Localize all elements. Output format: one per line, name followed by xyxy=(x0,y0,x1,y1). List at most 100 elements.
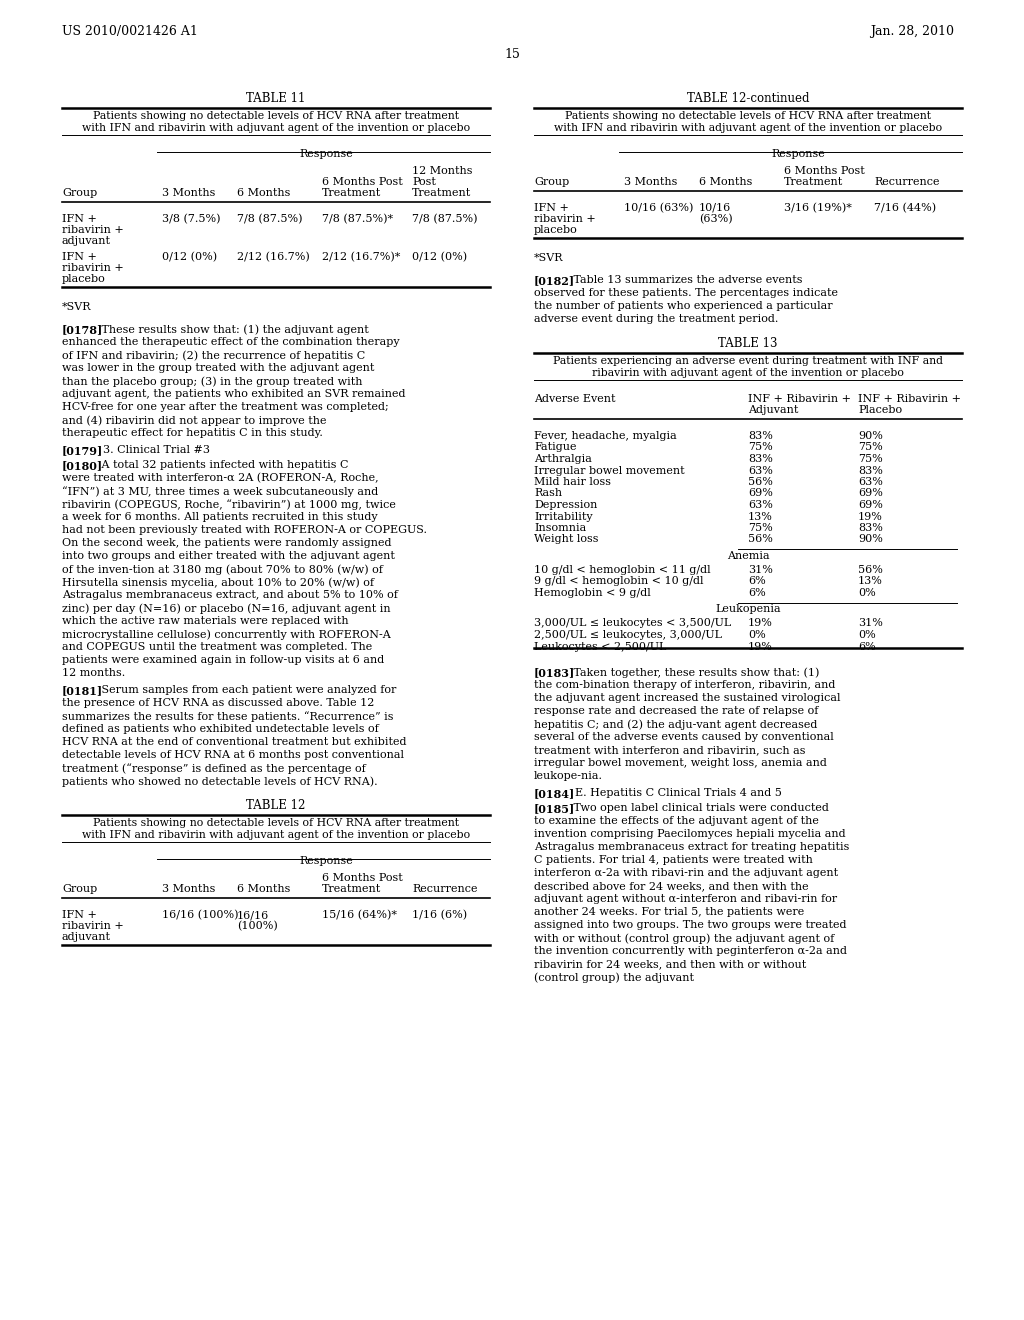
Text: Response: Response xyxy=(771,149,825,158)
Text: placebo: placebo xyxy=(62,275,105,284)
Text: INF + Ribavirin +: INF + Ribavirin + xyxy=(748,393,851,404)
Text: 3 Months: 3 Months xyxy=(162,884,215,894)
Text: 3/8 (7.5%): 3/8 (7.5%) xyxy=(162,214,220,224)
Text: US 2010/0021426 A1: US 2010/0021426 A1 xyxy=(62,25,198,38)
Text: *SVR: *SVR xyxy=(534,253,563,263)
Text: (100%): (100%) xyxy=(237,921,278,932)
Text: of IFN and ribavirin; (2) the recurrence of hepatitis C: of IFN and ribavirin; (2) the recurrence… xyxy=(62,350,366,360)
Text: HCV-free for one year after the treatment was completed;: HCV-free for one year after the treatmen… xyxy=(62,403,389,412)
Text: TABLE 12: TABLE 12 xyxy=(247,799,306,812)
Text: 69%: 69% xyxy=(858,500,883,510)
Text: with IFN and ribavirin with adjuvant agent of the invention or placebo: with IFN and ribavirin with adjuvant age… xyxy=(82,830,470,840)
Text: treatment with interferon and ribavirin, such as: treatment with interferon and ribavirin,… xyxy=(534,744,806,755)
Text: ribavirin with adjuvant agent of the invention or placebo: ribavirin with adjuvant agent of the inv… xyxy=(592,368,904,378)
Text: placebo: placebo xyxy=(534,224,578,235)
Text: (control group) the adjuvant: (control group) the adjuvant xyxy=(534,972,694,982)
Text: assigned into two groups. The two groups were treated: assigned into two groups. The two groups… xyxy=(534,920,847,931)
Text: [0185]: [0185] xyxy=(534,803,575,814)
Text: 2/12 (16.7%)*: 2/12 (16.7%)* xyxy=(322,252,400,263)
Text: Hirsutella sinensis mycelia, about 10% to 20% (w/w) of: Hirsutella sinensis mycelia, about 10% t… xyxy=(62,577,374,587)
Text: summarizes the results for these patients. “Recurrence” is: summarizes the results for these patient… xyxy=(62,711,393,722)
Text: 56%: 56% xyxy=(748,477,773,487)
Text: 15/16 (64%)*: 15/16 (64%)* xyxy=(322,909,397,920)
Text: 0%: 0% xyxy=(858,587,876,598)
Text: with or without (control group) the adjuvant agent of: with or without (control group) the adju… xyxy=(534,933,835,944)
Text: Response: Response xyxy=(299,855,353,866)
Text: the invention concurrently with peginterferon α-2a and: the invention concurrently with peginter… xyxy=(534,946,847,956)
Text: 0/12 (0%): 0/12 (0%) xyxy=(162,252,217,263)
Text: Patients showing no detectable levels of HCV RNA after treatment: Patients showing no detectable levels of… xyxy=(93,111,459,121)
Text: adjuvant: adjuvant xyxy=(62,236,111,246)
Text: 6%: 6% xyxy=(748,577,766,586)
Text: IFN +: IFN + xyxy=(62,214,97,224)
Text: 83%: 83% xyxy=(748,432,773,441)
Text: 12 Months: 12 Months xyxy=(412,166,472,176)
Text: IFN +: IFN + xyxy=(534,203,569,213)
Text: Hemoglobin < 9 g/dl: Hemoglobin < 9 g/dl xyxy=(534,587,650,598)
Text: 75%: 75% xyxy=(748,442,773,453)
Text: 7/8 (87.5%)*: 7/8 (87.5%)* xyxy=(322,214,393,224)
Text: 0/12 (0%): 0/12 (0%) xyxy=(412,252,467,263)
Text: 16/16 (100%): 16/16 (100%) xyxy=(162,909,239,920)
Text: 0%: 0% xyxy=(748,630,766,640)
Text: 90%: 90% xyxy=(858,535,883,544)
Text: ribavirin +: ribavirin + xyxy=(62,921,124,931)
Text: Recurrence: Recurrence xyxy=(874,177,939,187)
Text: Irregular bowel movement: Irregular bowel movement xyxy=(534,466,685,475)
Text: Group: Group xyxy=(62,884,97,894)
Text: Mild hair loss: Mild hair loss xyxy=(534,477,611,487)
Text: 7/8 (87.5%): 7/8 (87.5%) xyxy=(412,214,477,224)
Text: 19%: 19% xyxy=(748,642,773,652)
Text: TABLE 12-continued: TABLE 12-continued xyxy=(687,92,809,106)
Text: leukope-nia.: leukope-nia. xyxy=(534,771,603,781)
Text: patients who showed no detectable levels of HCV RNA).: patients who showed no detectable levels… xyxy=(62,776,378,787)
Text: Depression: Depression xyxy=(534,500,597,510)
Text: [0180]: [0180] xyxy=(62,459,103,471)
Text: Arthralgia: Arthralgia xyxy=(534,454,592,465)
Text: Treatment: Treatment xyxy=(412,187,471,198)
Text: Leukocytes < 2,500/UL: Leukocytes < 2,500/UL xyxy=(534,642,667,652)
Text: were treated with interferon-α 2A (ROFERON-A, Roche,: were treated with interferon-α 2A (ROFER… xyxy=(62,473,379,483)
Text: 75%: 75% xyxy=(858,454,883,465)
Text: 69%: 69% xyxy=(858,488,883,499)
Text: 83%: 83% xyxy=(858,523,883,533)
Text: was lower in the group treated with the adjuvant agent: was lower in the group treated with the … xyxy=(62,363,375,374)
Text: defined as patients who exhibited undetectable levels of: defined as patients who exhibited undete… xyxy=(62,723,379,734)
Text: Placebo: Placebo xyxy=(858,405,902,414)
Text: 1/16 (6%): 1/16 (6%) xyxy=(412,909,467,920)
Text: treatment (“response” is defined as the percentage of: treatment (“response” is defined as the … xyxy=(62,763,366,774)
Text: IFN +: IFN + xyxy=(62,909,97,920)
Text: Rash: Rash xyxy=(534,488,562,499)
Text: 19%: 19% xyxy=(748,619,773,628)
Text: 13%: 13% xyxy=(748,511,773,521)
Text: [0184]: [0184] xyxy=(534,788,575,799)
Text: and COPEGUS until the treatment was completed. The: and COPEGUS until the treatment was comp… xyxy=(62,642,373,652)
Text: had not been previously treated with ROFERON-A or COPEGUS.: had not been previously treated with ROF… xyxy=(62,525,427,535)
Text: Treatment: Treatment xyxy=(322,884,381,894)
Text: On the second week, the patients were randomly assigned: On the second week, the patients were ra… xyxy=(62,539,391,548)
Text: ribavirin (COPEGUS, Roche, “ribavirin”) at 1000 mg, twice: ribavirin (COPEGUS, Roche, “ribavirin”) … xyxy=(62,499,396,510)
Text: microcrystalline cellulose) concurrently with ROFERON-A: microcrystalline cellulose) concurrently… xyxy=(62,630,391,640)
Text: 83%: 83% xyxy=(748,454,773,465)
Text: to examine the effects of the adjuvant agent of the: to examine the effects of the adjuvant a… xyxy=(534,816,819,826)
Text: detectable levels of HCV RNA at 6 months post conventional: detectable levels of HCV RNA at 6 months… xyxy=(62,750,404,760)
Text: 56%: 56% xyxy=(748,535,773,544)
Text: hepatitis C; and (2) the adju-vant agent decreased: hepatitis C; and (2) the adju-vant agent… xyxy=(534,719,817,730)
Text: ribavirin +: ribavirin + xyxy=(62,224,124,235)
Text: enhanced the therapeutic effect of the combination therapy: enhanced the therapeutic effect of the c… xyxy=(62,337,399,347)
Text: 3/16 (19%)*: 3/16 (19%)* xyxy=(784,203,852,214)
Text: [0183]: [0183] xyxy=(534,667,575,678)
Text: with IFN and ribavirin with adjuvant agent of the invention or placebo: with IFN and ribavirin with adjuvant age… xyxy=(82,123,470,133)
Text: Post: Post xyxy=(412,177,436,187)
Text: adjuvant: adjuvant xyxy=(62,932,111,942)
Text: another 24 weeks. For trial 5, the patients were: another 24 weeks. For trial 5, the patie… xyxy=(534,907,804,917)
Text: than the placebo group; (3) in the group treated with: than the placebo group; (3) in the group… xyxy=(62,376,362,387)
Text: 19%: 19% xyxy=(858,511,883,521)
Text: 83%: 83% xyxy=(858,466,883,475)
Text: the adjuvant agent increased the sustained virological: the adjuvant agent increased the sustain… xyxy=(534,693,841,704)
Text: Fever, headache, myalgia: Fever, headache, myalgia xyxy=(534,432,677,441)
Text: the number of patients who experienced a particular: the number of patients who experienced a… xyxy=(534,301,833,312)
Text: 6 Months Post: 6 Months Post xyxy=(322,873,402,883)
Text: 6 Months Post: 6 Months Post xyxy=(784,166,864,176)
Text: therapeutic effect for hepatitis C in this study.: therapeutic effect for hepatitis C in th… xyxy=(62,428,323,438)
